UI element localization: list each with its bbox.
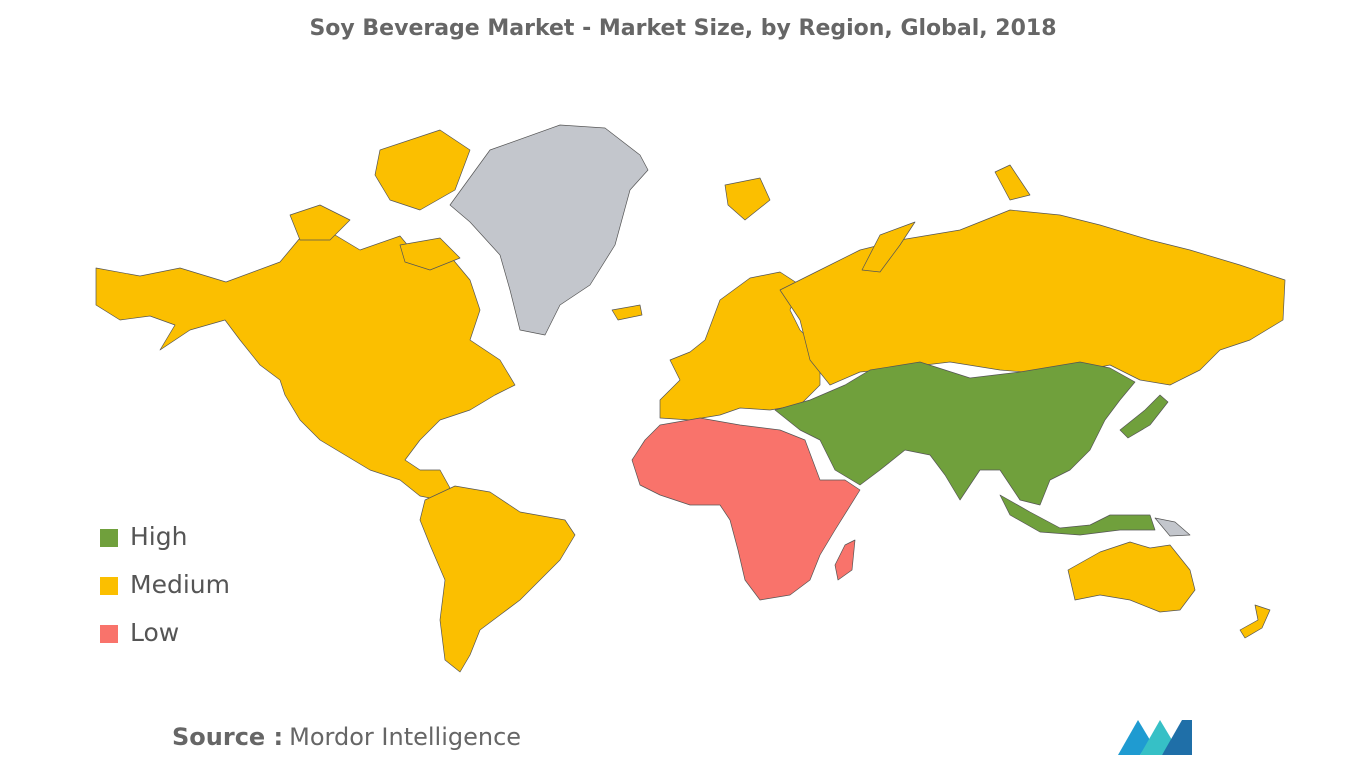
new-zealand bbox=[1239, 604, 1271, 639]
south-america bbox=[419, 485, 576, 673]
indonesia bbox=[999, 494, 1156, 536]
greenland bbox=[449, 124, 649, 336]
russia bbox=[779, 209, 1286, 386]
japan bbox=[1119, 394, 1169, 439]
source-text: Mordor Intelligence bbox=[289, 723, 521, 751]
iceland bbox=[611, 177, 771, 321]
source: Source : Mordor Intelligence bbox=[172, 723, 521, 751]
australia bbox=[1067, 541, 1196, 613]
png bbox=[1154, 517, 1191, 537]
arctic-islands bbox=[289, 129, 471, 271]
map-title: Soy Beverage Market - Market Size, by Re… bbox=[309, 16, 1056, 41]
asia bbox=[774, 361, 1136, 506]
world-map bbox=[95, 124, 1286, 673]
legend-label: Medium bbox=[130, 570, 230, 599]
logo bbox=[1118, 720, 1192, 755]
legend-swatch bbox=[100, 577, 118, 595]
source-label: Source : bbox=[172, 723, 283, 751]
legend-label: Low bbox=[130, 618, 179, 647]
madagascar bbox=[834, 539, 856, 581]
north-america bbox=[95, 231, 516, 501]
africa bbox=[631, 417, 861, 601]
arctic-russia bbox=[861, 164, 1031, 273]
legend-swatch bbox=[100, 529, 118, 547]
legend-swatch bbox=[100, 625, 118, 643]
legend: High Medium Low bbox=[100, 522, 230, 647]
legend-label: High bbox=[130, 522, 187, 551]
